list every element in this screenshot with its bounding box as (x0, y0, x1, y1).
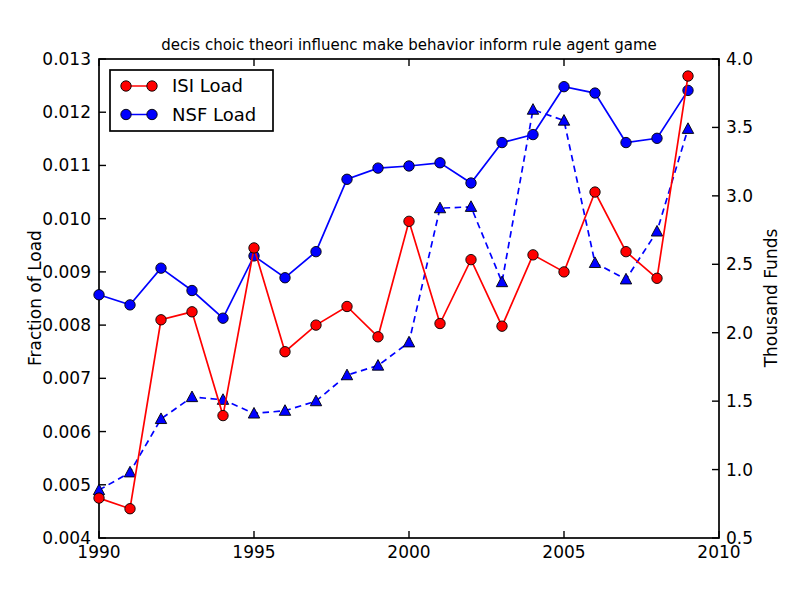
left-tick-label: 0.011 (42, 155, 91, 175)
triangle-marker (682, 123, 693, 134)
legend-label: ISI Load (172, 75, 243, 96)
triangle-marker (155, 413, 166, 424)
circle-marker (683, 85, 693, 95)
circle-marker (156, 263, 166, 273)
left-tick-label: 0.008 (42, 315, 91, 335)
x-tick-label: 2000 (387, 542, 430, 562)
right-tick-label: 1.0 (726, 460, 753, 480)
left-tick-label: 0.007 (42, 368, 91, 388)
triangle-marker (186, 391, 197, 402)
circle-marker (125, 300, 135, 310)
circle-marker (187, 307, 197, 317)
circle-marker (94, 290, 104, 300)
right-tick-label: 0.5 (726, 528, 753, 548)
circle-marker (373, 163, 383, 173)
triangle-marker (620, 273, 631, 284)
circle-marker (373, 332, 383, 342)
circle-marker (497, 137, 507, 147)
right-tick-label: 3.5 (726, 117, 753, 137)
circle-marker (590, 187, 600, 197)
circle-marker (652, 133, 662, 143)
circle-marker (121, 81, 131, 91)
circle-marker (404, 161, 414, 171)
circle-marker (311, 246, 321, 256)
chart-figure: decis choic theori influenc make behavio… (0, 0, 800, 600)
triangle-marker (403, 336, 414, 347)
circle-marker (621, 246, 631, 256)
circle-marker (559, 81, 569, 91)
triangle-marker (465, 201, 476, 212)
circle-marker (125, 504, 135, 514)
left-tick-label: 0.006 (42, 422, 91, 442)
circle-marker (218, 410, 228, 420)
left-tick-label: 0.005 (42, 475, 91, 495)
left-tick-label: 0.004 (42, 528, 91, 548)
triangle-marker (496, 276, 507, 287)
right-tick-label: 3.0 (726, 186, 753, 206)
left-tick-label: 0.013 (42, 49, 91, 69)
series-isi-load (94, 71, 693, 514)
right-tick-label: 2.5 (726, 254, 753, 274)
legend-label: NSF Load (172, 104, 256, 125)
circle-marker (466, 178, 476, 188)
right-tick-label: 4.0 (726, 49, 753, 69)
x-tick-label: 2005 (542, 542, 585, 562)
right-tick-label: 1.5 (726, 391, 753, 411)
circle-marker (342, 174, 352, 184)
triangle-marker (372, 360, 383, 371)
circle-marker (559, 267, 569, 277)
circle-marker (249, 243, 259, 253)
circle-marker (621, 137, 631, 147)
circle-marker (466, 254, 476, 264)
right-tick-label: 2.0 (726, 323, 753, 343)
circle-marker (435, 318, 445, 328)
left-axis-label: Fraction of Load (25, 230, 45, 366)
circle-marker (121, 109, 131, 119)
circle-marker (311, 320, 321, 330)
circle-marker (280, 347, 290, 357)
x-tick-label: 1995 (232, 542, 275, 562)
circle-marker (280, 273, 290, 283)
left-tick-label: 0.010 (42, 209, 91, 229)
triangle-marker (527, 104, 538, 115)
right-axis-label: Thousand Funds (761, 229, 781, 369)
circle-marker (156, 315, 166, 325)
triangle-marker (589, 257, 600, 268)
left-tick-label: 0.009 (42, 262, 91, 282)
legend: ISI Load NSF Load (110, 70, 273, 131)
circle-marker (404, 216, 414, 226)
circle-marker (147, 109, 157, 119)
circle-marker (683, 71, 693, 81)
triangle-marker (124, 466, 135, 477)
series-funds (93, 104, 693, 495)
circle-marker (497, 321, 507, 331)
circle-marker (147, 81, 157, 91)
circle-marker (590, 88, 600, 98)
dual-axis-line-chart: decis choic theori influenc make behavio… (0, 0, 800, 600)
circle-marker (342, 301, 352, 311)
circle-marker (218, 313, 228, 323)
circle-marker (652, 273, 662, 283)
circle-marker (528, 250, 538, 260)
triangle-marker (651, 225, 662, 236)
chart-title: decis choic theori influenc make behavio… (161, 36, 657, 54)
circle-marker (435, 158, 445, 168)
left-tick-label: 0.012 (42, 102, 91, 122)
circle-marker (94, 493, 104, 503)
circle-marker (187, 285, 197, 295)
